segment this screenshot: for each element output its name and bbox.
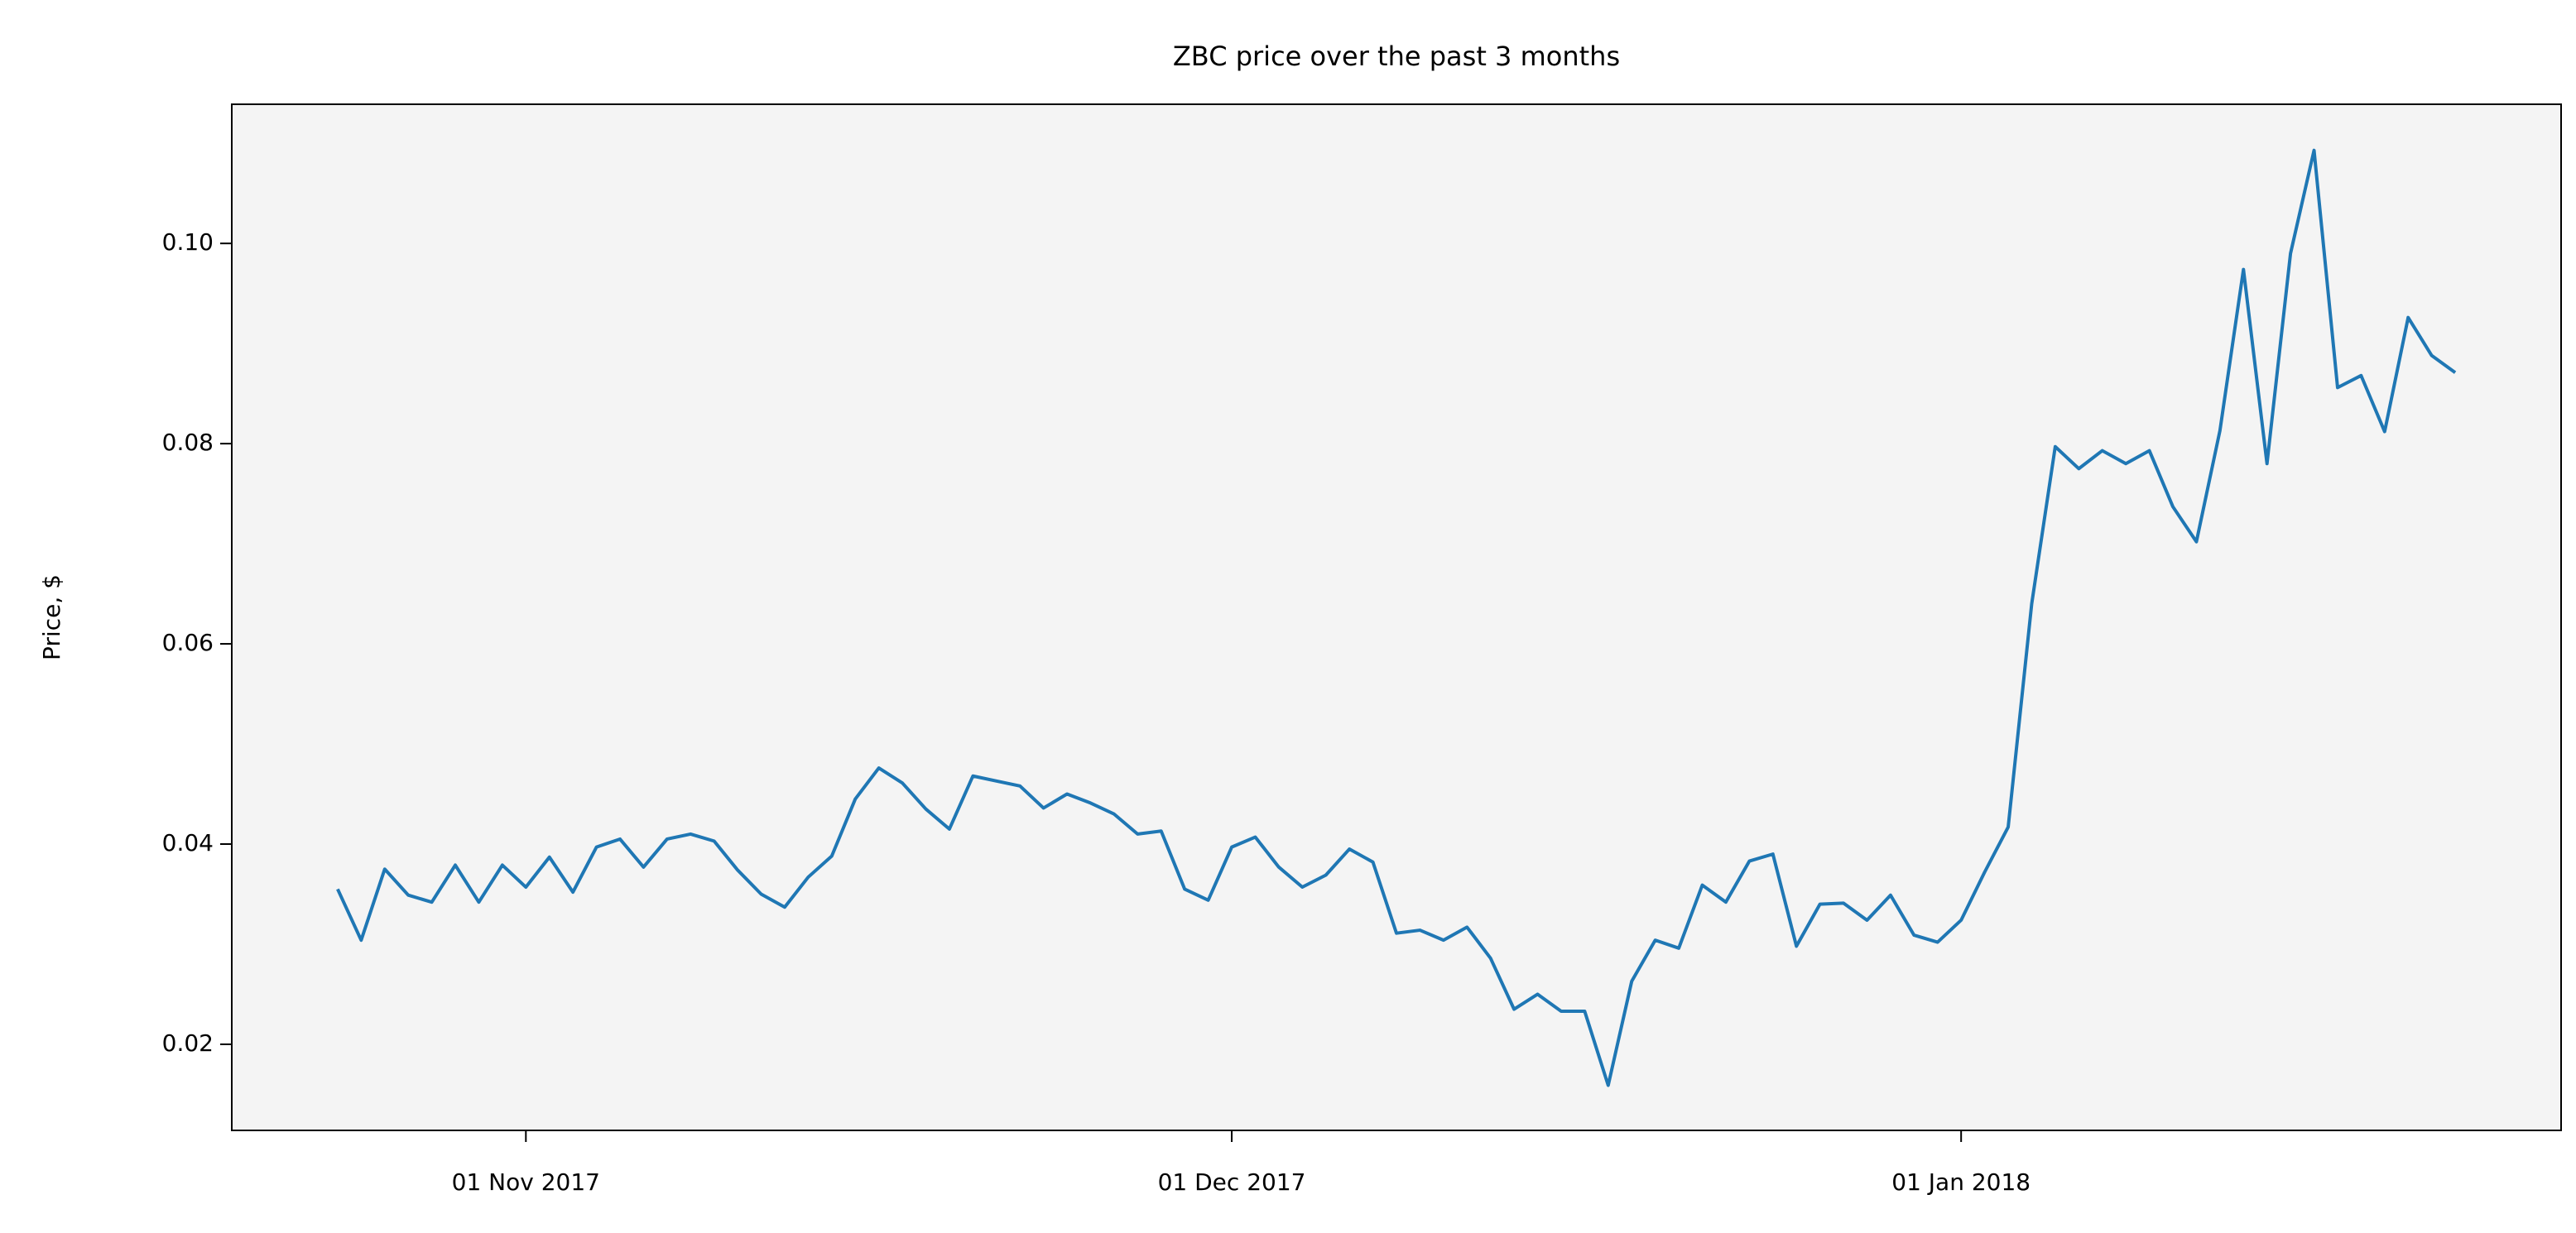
y-tick-label: 0.02 bbox=[162, 1029, 214, 1057]
x-tick-label: 01 Nov 2017 bbox=[452, 1168, 600, 1196]
chart-title: ZBC price over the past 3 months bbox=[1173, 41, 1620, 72]
y-tick-label: 0.10 bbox=[162, 228, 214, 256]
x-tick-label: 01 Jan 2018 bbox=[1891, 1168, 2031, 1196]
axes-frame bbox=[231, 103, 2562, 1131]
y-tick-label: 0.04 bbox=[162, 829, 214, 856]
y-axis-label: Price, $ bbox=[38, 574, 65, 660]
y-tick-label: 0.06 bbox=[162, 629, 214, 656]
plot-area bbox=[232, 104, 2561, 1130]
price-line bbox=[336, 148, 2457, 1087]
x-tick-label: 01 Dec 2017 bbox=[1158, 1168, 1306, 1196]
y-tick-label: 0.08 bbox=[162, 429, 214, 456]
